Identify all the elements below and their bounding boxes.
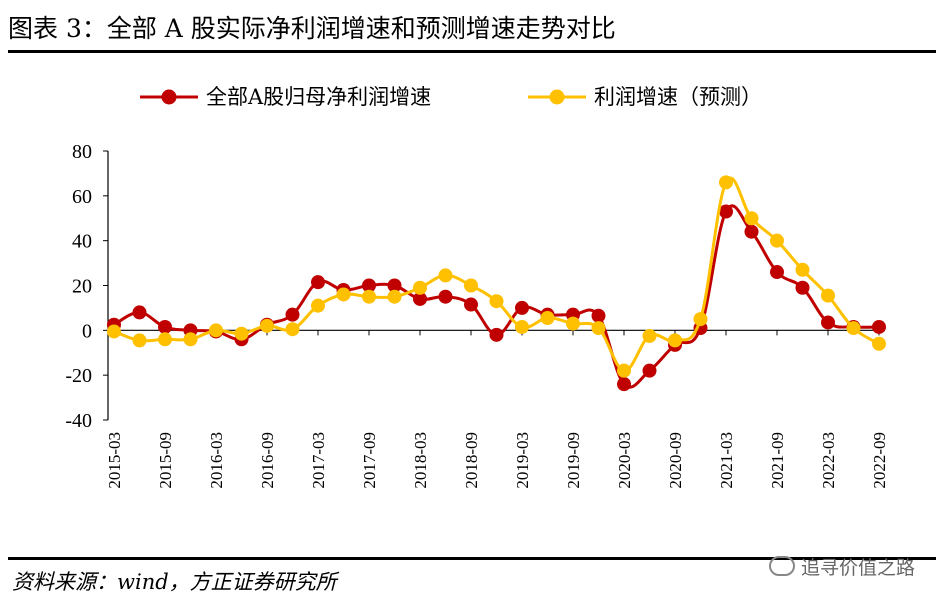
data-point <box>285 322 300 337</box>
x-tick-label: 2015-03 <box>105 432 124 489</box>
data-point <box>515 300 529 315</box>
x-tick-label: 2016-03 <box>207 432 226 489</box>
x-tick-label: 2017-09 <box>360 432 379 489</box>
watermark-text: 追寻价值之路 <box>800 557 915 579</box>
title-rule <box>8 50 936 53</box>
data-point <box>872 336 886 351</box>
data-point <box>872 319 886 334</box>
data-point <box>489 327 504 342</box>
data-point <box>591 321 606 336</box>
data-point <box>464 278 478 293</box>
data-point <box>795 262 810 277</box>
data-point <box>668 333 682 348</box>
data-point <box>642 328 657 343</box>
data-point <box>234 326 249 341</box>
data-point <box>770 265 784 280</box>
x-tick-label: 2022-09 <box>870 432 889 489</box>
data-point <box>107 324 121 339</box>
data-point <box>158 319 172 334</box>
data-point <box>336 287 351 302</box>
source-note: 资料来源：wind，方正证券研究所 <box>12 570 337 594</box>
data-point <box>387 289 402 304</box>
x-tick-label: 2020-09 <box>666 432 685 489</box>
y-tick-label: 80 <box>72 141 92 163</box>
x-tick-label: 2018-09 <box>462 432 481 489</box>
x-tick-label: 2021-03 <box>717 432 736 489</box>
data-point <box>464 297 478 312</box>
data-point <box>821 288 835 303</box>
line-chart: 全部A股归母净利润增速 利润增速（预测） -40 -20 0 20 40 60 80 2015-… <box>65 85 889 489</box>
x-tick-label: 2016-09 <box>258 432 277 489</box>
data-point <box>591 308 606 323</box>
data-point <box>795 280 810 295</box>
data-point <box>770 233 784 248</box>
y-tick-label: -40 <box>65 410 92 432</box>
y-tick-label: 40 <box>72 231 92 253</box>
y-tick-label: 20 <box>72 276 92 298</box>
wechat-icon <box>768 556 795 576</box>
legend-swatch-marker <box>549 89 565 105</box>
y-tick-label: 60 <box>72 186 92 208</box>
data-point <box>362 289 376 304</box>
data-point <box>719 175 733 190</box>
data-point <box>413 291 427 306</box>
y-tick-label: 0 <box>82 320 92 342</box>
legend-label: 利润增速（预测） <box>594 85 762 109</box>
data-point <box>158 332 172 347</box>
legend-swatch-marker <box>161 89 177 105</box>
series-line <box>113 176 880 373</box>
legend-label: 全部A股归母净利润增速 <box>206 85 431 109</box>
data-point <box>260 318 274 333</box>
data-point <box>362 278 376 293</box>
data-point <box>285 307 300 322</box>
data-point <box>209 323 223 338</box>
data-point <box>566 316 580 331</box>
watermark: 追寻价值之路 <box>768 553 915 580</box>
x-tick-label: 2017-03 <box>309 432 328 489</box>
data-point <box>540 311 555 326</box>
series-2 <box>107 175 886 378</box>
data-point <box>311 275 325 290</box>
series-layer <box>107 175 886 392</box>
data-point <box>744 224 759 239</box>
data-point <box>821 315 835 330</box>
x-tick-label: 2022-03 <box>819 432 838 489</box>
x-tick-label: 2019-03 <box>513 432 532 489</box>
data-point <box>183 332 198 347</box>
x-tick-label: 2021-09 <box>768 432 787 489</box>
axes: -40 -20 0 20 40 60 80 2015-03 2015-09 2016-03 2016… <box>65 141 889 489</box>
data-point <box>515 319 529 334</box>
data-point <box>438 268 453 283</box>
data-point <box>693 312 708 327</box>
data-point <box>744 211 759 226</box>
x-tick-label: 2019-09 <box>564 432 583 489</box>
figure-title: 图表 3：全部 A 股实际净利润增速和预测增速走势对比 <box>8 14 616 43</box>
data-point <box>489 294 504 309</box>
data-point <box>311 298 325 313</box>
data-point <box>413 280 427 295</box>
data-point <box>617 363 631 378</box>
legend-item-1: 全部A股归母净利润增速 <box>140 85 431 109</box>
data-point <box>617 377 631 392</box>
data-point <box>642 363 657 378</box>
data-point <box>846 321 861 336</box>
x-tick-label: 2018-03 <box>411 432 430 489</box>
source-rule <box>8 557 936 560</box>
legend-item-2: 利润增速（预测） <box>528 85 762 109</box>
data-point <box>719 204 733 219</box>
data-point <box>132 333 147 348</box>
data-point <box>132 305 147 320</box>
data-point <box>438 289 453 304</box>
data-point <box>387 278 402 293</box>
y-tick-label: -20 <box>65 365 92 387</box>
x-tick-label: 2015-09 <box>156 432 175 489</box>
x-tick-label: 2020-03 <box>615 432 634 489</box>
legend: 全部A股归母净利润增速 利润增速（预测） <box>140 85 762 109</box>
